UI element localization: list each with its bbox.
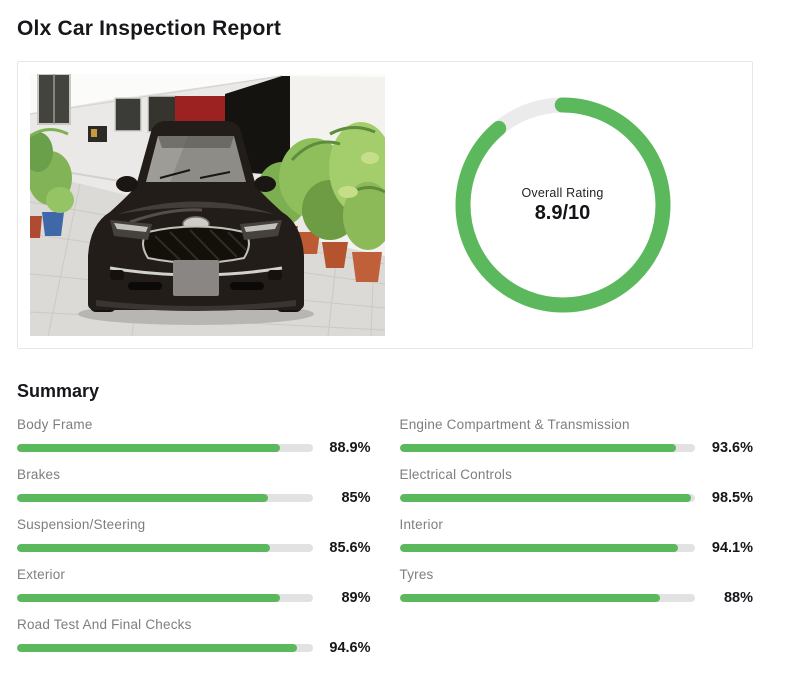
- metric-label: Brakes: [17, 467, 61, 482]
- progress-track: [399, 544, 695, 552]
- car-photo: [30, 74, 385, 336]
- donut-arc: [455, 97, 670, 313]
- progress-track: [17, 644, 313, 652]
- grille-mesh: [154, 229, 247, 263]
- summary-left-column: Body Frame 88.9% Brakes 85% Suspension/S…: [17, 416, 371, 666]
- summary-heading: Summary: [17, 381, 100, 401]
- metric-label: Suspension/Steering: [17, 517, 146, 532]
- metric-engine-transmission: Engine Compartment & Transmission 93.6%: [399, 416, 753, 457]
- car: [78, 121, 314, 325]
- summary-section: Summary Body Frame 88.9% Brakes 85%: [17, 381, 753, 666]
- metric-percent: 98.5%: [711, 490, 753, 506]
- metric-tyres: Tyres 88%: [399, 566, 753, 607]
- metric-interior: Interior 94.1%: [399, 516, 753, 557]
- metric-label: Body Frame: [17, 417, 93, 432]
- metric-road-test: Road Test And Final Checks 94.6%: [17, 616, 371, 657]
- metric-body-frame: Body Frame 88.9%: [17, 416, 371, 457]
- metric-percent: 85%: [341, 490, 371, 506]
- progress-fill: [17, 494, 269, 502]
- overall-rating-donut: Overall Rating 8.9/10: [385, 74, 740, 336]
- right-fog-light: [268, 270, 282, 280]
- progress-track: [399, 594, 695, 602]
- summary-right-column: Engine Compartment & Transmission 93.6% …: [399, 416, 753, 666]
- license-plate-blurred: [173, 260, 219, 296]
- hood-reflection: [118, 201, 274, 214]
- progress-track: [17, 494, 313, 502]
- progress-fill: [17, 444, 280, 452]
- metric-exterior: Exterior 89%: [17, 566, 371, 607]
- metric-percent: 93.6%: [711, 440, 753, 456]
- metric-percent: 89%: [341, 590, 371, 606]
- page-title: Olx Car Inspection Report: [17, 17, 282, 40]
- summary-grid: Body Frame 88.9% Brakes 85% Suspension/S…: [17, 416, 753, 666]
- car-photo-illustration: [30, 74, 385, 336]
- left-mirror: [116, 176, 138, 192]
- car-body: [88, 121, 304, 310]
- right-mirror: [254, 176, 276, 192]
- progress-track: [399, 444, 695, 452]
- progress-fill: [399, 494, 691, 502]
- grille: [142, 225, 250, 264]
- overview-card: Overall Rating 8.9/10: [17, 61, 753, 349]
- metric-suspension-steering: Suspension/Steering 85.6%: [17, 516, 371, 557]
- windows: [37, 74, 177, 133]
- metric-label: Tyres: [399, 567, 434, 582]
- metric-label: Electrical Controls: [399, 467, 513, 482]
- meter-box: [88, 126, 107, 142]
- right-plants: [256, 122, 385, 282]
- bumper-lip: [96, 300, 296, 311]
- metric-percent: 94.1%: [711, 540, 753, 556]
- progress-track: [399, 494, 695, 502]
- progress-track: [17, 544, 313, 552]
- metric-label: Engine Compartment & Transmission: [399, 417, 630, 432]
- metric-label: Exterior: [17, 567, 66, 582]
- progress-fill: [399, 544, 678, 552]
- left-fog-light: [110, 270, 124, 280]
- left-plant: [30, 128, 74, 238]
- metric-percent: 85.6%: [329, 540, 371, 556]
- progress-fill: [17, 544, 270, 552]
- progress-fill: [17, 644, 297, 652]
- progress-track: [17, 444, 313, 452]
- metric-brakes: Brakes 85%: [17, 466, 371, 507]
- metric-percent: 88.9%: [329, 440, 371, 456]
- metric-percent: 94.6%: [329, 640, 371, 656]
- progress-fill: [399, 444, 677, 452]
- wipers: [159, 169, 231, 179]
- progress-track: [17, 594, 313, 602]
- progress-fill: [17, 594, 280, 602]
- metric-label: Interior: [399, 517, 444, 532]
- metric-electrical-controls: Electrical Controls 98.5%: [399, 466, 753, 507]
- donut-chart: [455, 97, 670, 313]
- ceiling: [30, 74, 385, 114]
- metric-label: Road Test And Final Checks: [17, 617, 192, 632]
- metric-percent: 88%: [723, 590, 753, 606]
- progress-fill: [399, 594, 660, 602]
